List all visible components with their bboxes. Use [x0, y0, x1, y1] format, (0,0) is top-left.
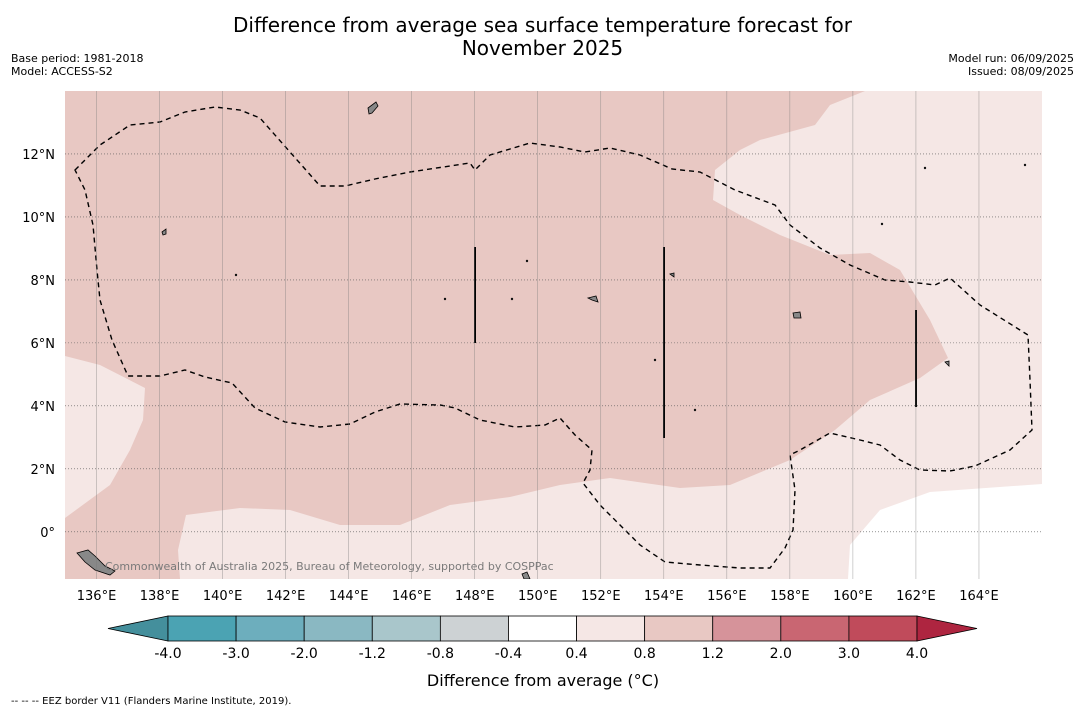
colorbar-tick-label: -3.0	[222, 646, 249, 662]
colorbar-segment	[167, 615, 237, 642]
graticule	[65, 91, 1042, 579]
colorbar-extend-high	[916, 615, 978, 642]
model-run: Model run: 06/09/2025	[948, 52, 1074, 65]
island-kosrae	[944, 360, 950, 367]
colorbar-tick-label: 0.4	[565, 646, 587, 662]
longitude-tick-label: 146°E	[392, 589, 432, 604]
colorbar: -4.0 -3.0 -2.0 -1.2 -0.8 -0.4 0.4 0.8 1.2 2.0 3.0 4…	[107, 615, 978, 662]
latitude-tick-label: 2°N	[31, 463, 56, 478]
colorbar-segment	[576, 615, 646, 642]
island-dot-3	[510, 297, 514, 301]
colorbar-tick-label: 1.2	[702, 646, 724, 662]
island-guam	[367, 101, 379, 115]
colorbar-tick-label: 0.8	[634, 646, 656, 662]
longitude-tick-label: 142°E	[266, 589, 306, 604]
colorbar-segment	[644, 615, 714, 642]
colorbar-tick-label: -0.8	[427, 646, 454, 662]
colorbar-tick-label: -2.0	[291, 646, 318, 662]
eez-border-west	[74, 106, 1033, 569]
island-small-1	[669, 272, 675, 278]
island-chuuk	[586, 295, 599, 303]
colorbar-segment	[303, 615, 373, 642]
longitude-tick-label: 136°E	[77, 589, 117, 604]
latitude-tick-label: 4°N	[31, 400, 56, 415]
longitude-tick-label: 140°E	[203, 589, 243, 604]
colorbar-segment	[508, 615, 577, 642]
island-pohnpei	[792, 311, 802, 319]
model-name: Model: ACCESS-S2	[11, 65, 113, 78]
longitude-tick-label: 156°E	[707, 589, 747, 604]
longitude-labels: 136°E 138°E 140°E 142°E 144°E 146°E 148°E 150°E…	[77, 589, 999, 604]
colorbar-tick-label: 2.0	[770, 646, 792, 662]
map-plot-area: Commonwealth of Australia 2025, Bureau o…	[65, 91, 1042, 579]
colorbar-segment	[780, 615, 850, 642]
longitude-tick-label: 154°E	[644, 589, 684, 604]
colorbar-tick-label: 3.0	[838, 646, 860, 662]
longitude-tick-label: 164°E	[959, 589, 999, 604]
colorbar-label: Difference from average (°C)	[427, 671, 659, 690]
longitude-tick-label: 144°E	[329, 589, 369, 604]
copyright-notice: Commonwealth of Australia 2025, Bureau o…	[105, 560, 554, 573]
chart-title: Difference from average sea surface temp…	[0, 14, 1085, 60]
island-dot-7	[880, 222, 884, 226]
colorbar-segment	[712, 615, 782, 642]
island-manus	[521, 571, 531, 579]
colorbar-segment	[848, 615, 918, 642]
colorbar-tick-label: 4.0	[906, 646, 928, 662]
longitude-tick-label: 160°E	[833, 589, 873, 604]
colorbar-extend-low	[107, 615, 169, 642]
island-dot-5	[653, 358, 657, 362]
longitude-tick-label: 162°E	[896, 589, 936, 604]
title-line-2: November 2025	[461, 36, 624, 60]
title-line-1: Difference from average sea surface temp…	[232, 13, 852, 37]
meta-left: Base period: 1981-2018 Model: ACCESS-S2	[11, 52, 143, 78]
colorbar-segment	[235, 615, 305, 642]
longitude-tick-label: 148°E	[455, 589, 495, 604]
latitude-tick-label: 12°N	[22, 148, 55, 163]
base-period: Base period: 1981-2018	[11, 52, 144, 65]
island-dot-9	[923, 166, 927, 170]
latitude-tick-label: 6°N	[31, 337, 56, 352]
longitude-tick-label: 150°E	[518, 589, 558, 604]
longitude-tick-label: 158°E	[770, 589, 810, 604]
latitude-tick-label: 8°N	[31, 274, 56, 289]
latitude-labels: 12°N 10°N 8°N 6°N 4°N 2°N 0°	[22, 148, 55, 541]
island-dot-6	[693, 408, 697, 412]
island-dot-1	[234, 273, 238, 277]
eez-footer-note: -- -- -- EEZ border V11 (Flanders Marine…	[11, 696, 292, 707]
colorbar-segment	[371, 615, 441, 642]
island-dot-2	[443, 297, 447, 301]
colorbar-tick-label: -4.0	[154, 646, 181, 662]
island-new-guinea-coast	[76, 549, 116, 576]
latitude-tick-label: 10°N	[22, 211, 55, 226]
island-dot-4	[525, 259, 529, 263]
longitude-tick-label: 138°E	[140, 589, 180, 604]
eez-borders	[74, 106, 1033, 569]
colorbar-tick-label: -1.2	[359, 646, 386, 662]
island-yap	[161, 228, 167, 236]
colorbar-segment	[439, 615, 509, 642]
longitude-tick-label: 152°E	[581, 589, 621, 604]
colorbar-tick-label: -0.4	[495, 646, 522, 662]
islands	[76, 101, 1027, 579]
island-dot-8	[1023, 163, 1027, 167]
meta-right: Model run: 06/09/2025 Issued: 08/09/2025	[948, 52, 1074, 78]
latitude-tick-label: 0°	[40, 526, 55, 541]
issued-date: Issued: 08/09/2025	[967, 65, 1074, 78]
